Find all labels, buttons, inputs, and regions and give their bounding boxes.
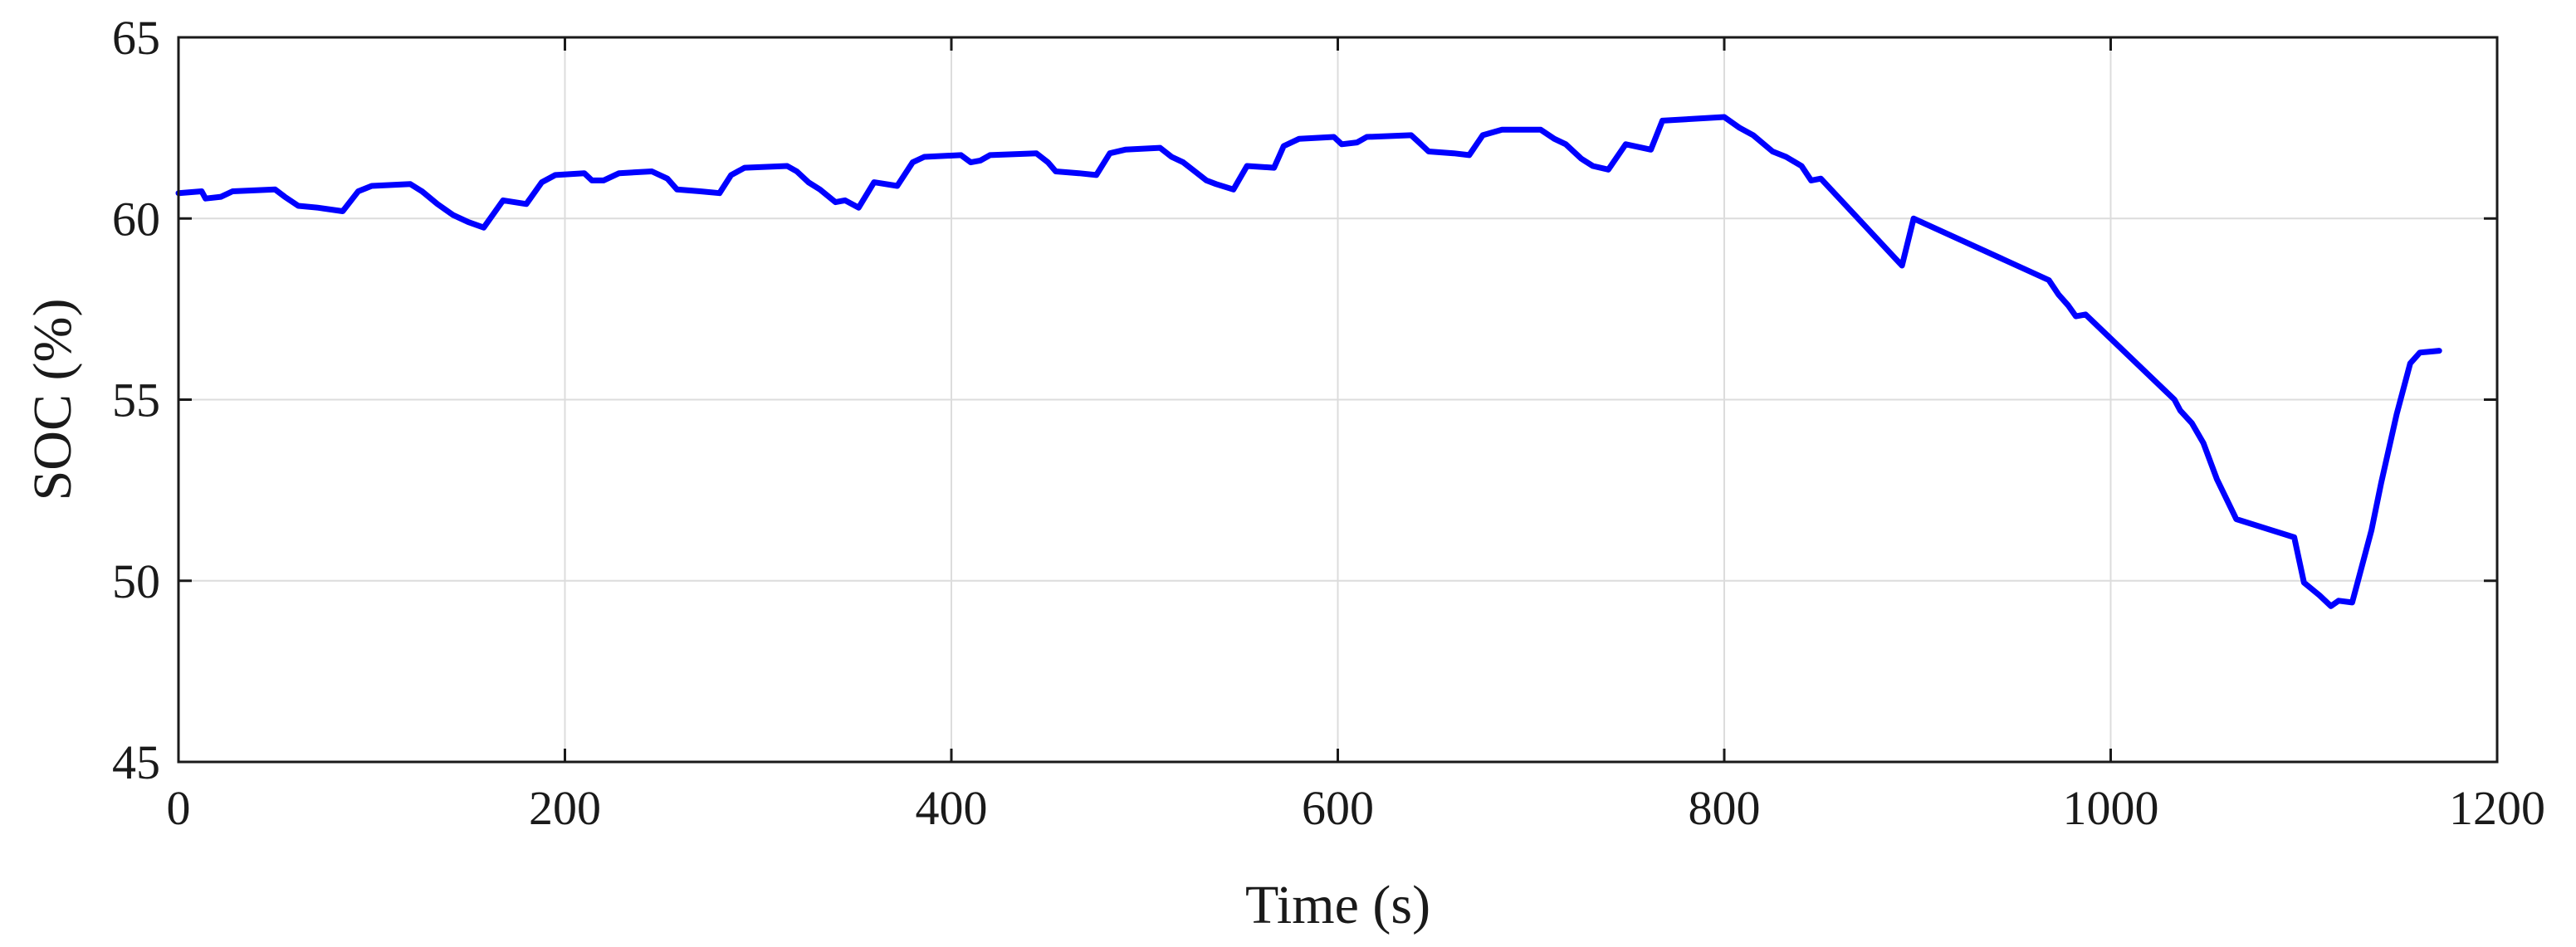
x-tick-label: 800 bbox=[1689, 781, 1761, 835]
x-tick-label: 200 bbox=[529, 781, 601, 835]
y-axis-label: SOC (%) bbox=[22, 299, 83, 501]
axis-ticks: 0 200 400 600 800 1000 1200 45 50 55 60 65 bbox=[112, 11, 2545, 835]
y-tick-label: 65 bbox=[112, 11, 160, 65]
soc-series-line bbox=[175, 114, 2442, 609]
x-tick-label: 0 bbox=[167, 781, 191, 835]
y-tick-label: 50 bbox=[112, 554, 160, 608]
series-group bbox=[175, 114, 2442, 609]
y-tick-label: 45 bbox=[112, 735, 160, 789]
x-tick-label: 1000 bbox=[2063, 781, 2159, 835]
grid-lines bbox=[178, 37, 2497, 762]
y-tick-label: 55 bbox=[112, 373, 160, 427]
y-tick-label: 60 bbox=[112, 192, 160, 246]
x-axis-label: Time (s) bbox=[1245, 875, 1430, 935]
x-tick-label: 400 bbox=[916, 781, 988, 835]
x-tick-label: 1200 bbox=[2449, 781, 2545, 835]
x-tick-label: 600 bbox=[1302, 781, 1374, 835]
